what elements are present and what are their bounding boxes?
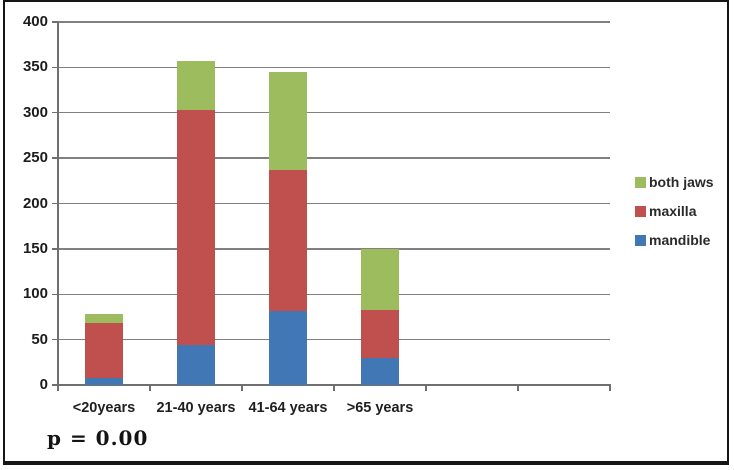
- legend-swatch-icon: [635, 205, 646, 217]
- y-axis-tick-label: 50: [31, 330, 48, 348]
- gridline-300: [58, 112, 610, 114]
- y-axis-tick-label: 350: [22, 58, 48, 76]
- x-axis-tick: [333, 385, 335, 391]
- bar--65-years: [361, 248, 399, 385]
- y-axis-tick: [52, 338, 58, 341]
- legend-label: maxilla: [649, 203, 697, 219]
- y-axis-tick: [52, 112, 58, 114]
- x-axis-tick: [241, 385, 243, 391]
- x-axis-category-label: 21-40 years: [156, 400, 236, 416]
- legend-swatch-icon: [635, 176, 646, 188]
- legend-label: mandible: [649, 232, 711, 248]
- bar--20years: [85, 314, 123, 385]
- bar-21-40-years: [177, 61, 215, 385]
- bar-segment-both-jaws: [361, 248, 399, 310]
- y-axis-tick-label: 400: [22, 13, 48, 30]
- y-axis-tick: [52, 157, 58, 159]
- y-axis-tick: [52, 293, 58, 295]
- y-axis-tick: [52, 384, 58, 386]
- y-axis-line: [57, 22, 59, 388]
- p-value-annotation: p = 0.00: [47, 426, 149, 450]
- y-axis-tick-label: 0: [39, 376, 48, 393]
- legend-label: both jaws: [649, 174, 714, 190]
- gridline-400: [58, 21, 610, 23]
- bar-segment-maxilla: [269, 169, 307, 312]
- bar-41-64-years: [269, 71, 307, 385]
- legend: both jaws maxilla mandible: [635, 171, 714, 251]
- x-axis-tick: [425, 385, 427, 391]
- x-axis-tick: [517, 385, 519, 391]
- gridline-100: [58, 293, 610, 295]
- y-axis-tick: [52, 21, 58, 23]
- x-axis-line: [58, 384, 611, 386]
- x-axis-category-label: 41-64 years: [248, 400, 328, 416]
- y-axis-tick-label: 250: [22, 149, 48, 167]
- x-axis-tick: [57, 385, 59, 391]
- bar-segment-mandible: [85, 377, 123, 385]
- gridline-350: [58, 66, 610, 69]
- legend-item-mandible: mandible: [635, 229, 714, 251]
- x-axis-tick: [149, 385, 151, 391]
- bar-segment-mandible: [361, 357, 399, 385]
- x-axis-category-label: <20years: [72, 400, 136, 416]
- bar-segment-mandible: [269, 311, 307, 385]
- y-axis-tick-label: 150: [22, 239, 48, 257]
- bar-segment-maxilla: [177, 110, 215, 346]
- bar-segment-both-jaws: [177, 61, 215, 111]
- gridline-250: [58, 157, 610, 159]
- legend-item-maxilla: maxilla: [635, 200, 714, 222]
- bar-segment-maxilla: [85, 323, 123, 378]
- bar-segment-maxilla: [361, 309, 399, 358]
- gridline-150: [58, 248, 610, 250]
- y-axis-tick: [52, 66, 58, 69]
- y-axis-tick: [52, 202, 58, 205]
- gridline-200: [58, 202, 610, 205]
- x-axis-tick: [609, 385, 611, 391]
- bar-segment-both-jaws: [85, 314, 123, 324]
- legend-swatch-icon: [635, 234, 646, 246]
- gridline-50: [58, 338, 610, 341]
- y-axis-tick-label: 300: [22, 103, 48, 121]
- bar-segment-mandible: [177, 345, 215, 385]
- x-axis-category-label: >65 years: [346, 400, 414, 416]
- bar-segment-both-jaws: [269, 71, 307, 170]
- legend-item-both-jaws: both jaws: [635, 171, 714, 193]
- y-axis-tick-label: 200: [22, 194, 48, 212]
- y-axis-tick: [52, 248, 58, 250]
- y-axis-tick-label: 100: [22, 285, 48, 303]
- figure-border-frame: [3, 0, 729, 465]
